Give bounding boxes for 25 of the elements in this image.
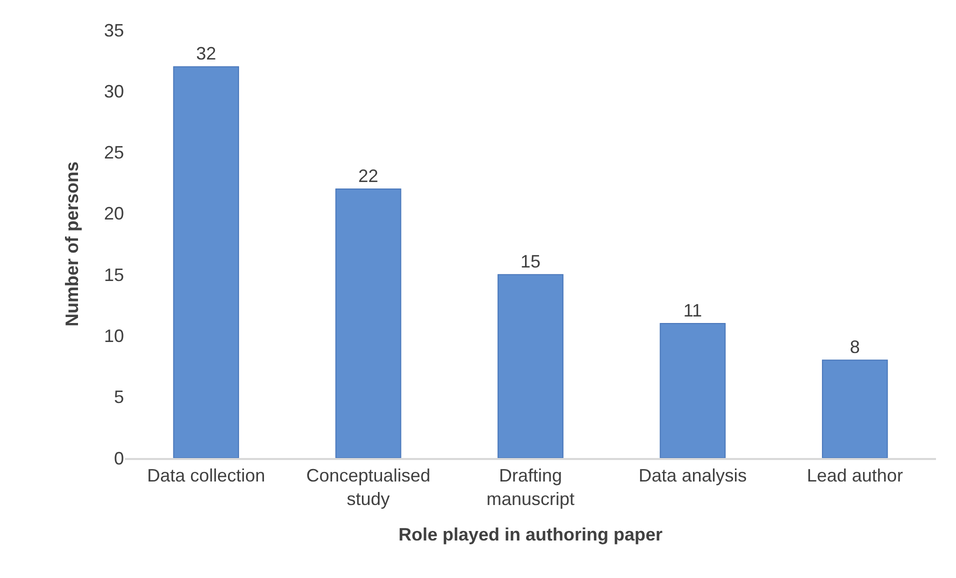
data-label: 32 (196, 44, 216, 64)
x-tick-label: Data analysis (638, 466, 747, 486)
bar (660, 322, 726, 458)
data-label: 22 (358, 166, 378, 186)
y-axis-title: Number of persons (62, 161, 82, 327)
y-tick-label: 25 (104, 142, 124, 163)
bar (335, 188, 402, 458)
x-tick-label: Conceptualised study (306, 466, 430, 509)
y-tick-label: 35 (104, 20, 124, 40)
data-label: 11 (683, 300, 702, 320)
y-tick-label: 20 (104, 204, 124, 224)
y-tick-label: 30 (104, 81, 124, 102)
bar (173, 66, 240, 458)
data-label: 8 (850, 337, 860, 358)
x-tick-label: Data collection (147, 466, 266, 486)
y-tick-label: 5 (114, 387, 124, 408)
x-axis-title: Role played in authoring paper (398, 524, 663, 545)
x-tick-label: Drafting manuscript (486, 466, 575, 509)
bar (498, 274, 564, 458)
y-tick-label: 15 (104, 264, 124, 285)
x-tick-label: Lead author (806, 466, 903, 486)
data-label: 15 (520, 252, 541, 272)
bar (822, 360, 888, 458)
y-tick-label: 0 (114, 448, 124, 468)
y-tick-label: 10 (104, 326, 124, 346)
